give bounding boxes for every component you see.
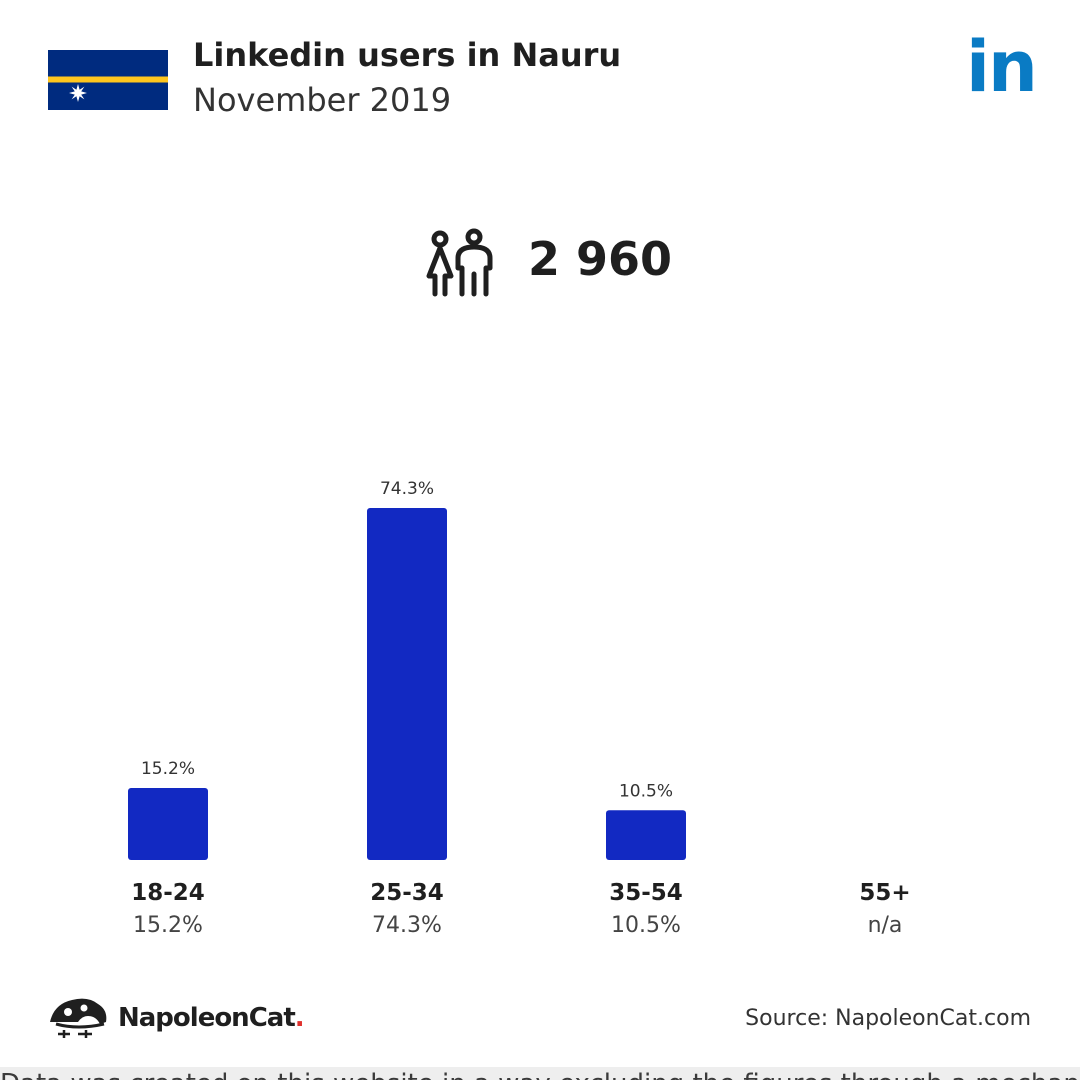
category-label: 25-34	[370, 880, 444, 906]
brand-name: NapoleonCat.	[118, 1003, 305, 1033]
footer-strip: Data was created on this website in a wa…	[0, 1067, 1080, 1080]
napoleoncat-logo-icon	[50, 998, 107, 1038]
users-icon	[426, 228, 493, 297]
footer-note: Data was created on this website in a wa…	[0, 1069, 1080, 1080]
total-users-count: 2 960	[528, 232, 673, 286]
bar-25-34	[367, 508, 447, 860]
bar-value-label: 10.5%	[619, 781, 673, 801]
category-value: 74.3%	[372, 913, 442, 938]
page-title: Linkedin users in Nauru	[193, 36, 622, 74]
age-bar-chart: 15.2% 18-24 15.2% 74.3% 25-34 74.3% 10.5% 35-54…	[128, 479, 911, 938]
bar-18-24	[128, 787, 208, 860]
bar-value-label: 15.2%	[141, 759, 195, 779]
category-value: 15.2%	[133, 913, 203, 938]
bar-value-label: 74.3%	[380, 479, 434, 499]
linkedin-logo-text: in	[966, 26, 1038, 108]
page-subtitle: November 2019	[193, 81, 452, 119]
category-label: 18-24	[131, 880, 205, 906]
category-value: n/a	[868, 913, 903, 938]
category-label: 55+	[859, 880, 910, 906]
brand-dot: .	[294, 1003, 305, 1033]
nauru-flag-icon	[48, 50, 168, 110]
category-label: 35-54	[609, 880, 683, 906]
linkedin-logo-icon: in	[966, 32, 1038, 102]
category-value: 10.5%	[611, 913, 681, 938]
brand-name-text: NapoleonCat	[118, 1003, 296, 1033]
bar-35-54	[606, 810, 686, 860]
source-credit: Source: NapoleonCat.com	[745, 1006, 1031, 1031]
